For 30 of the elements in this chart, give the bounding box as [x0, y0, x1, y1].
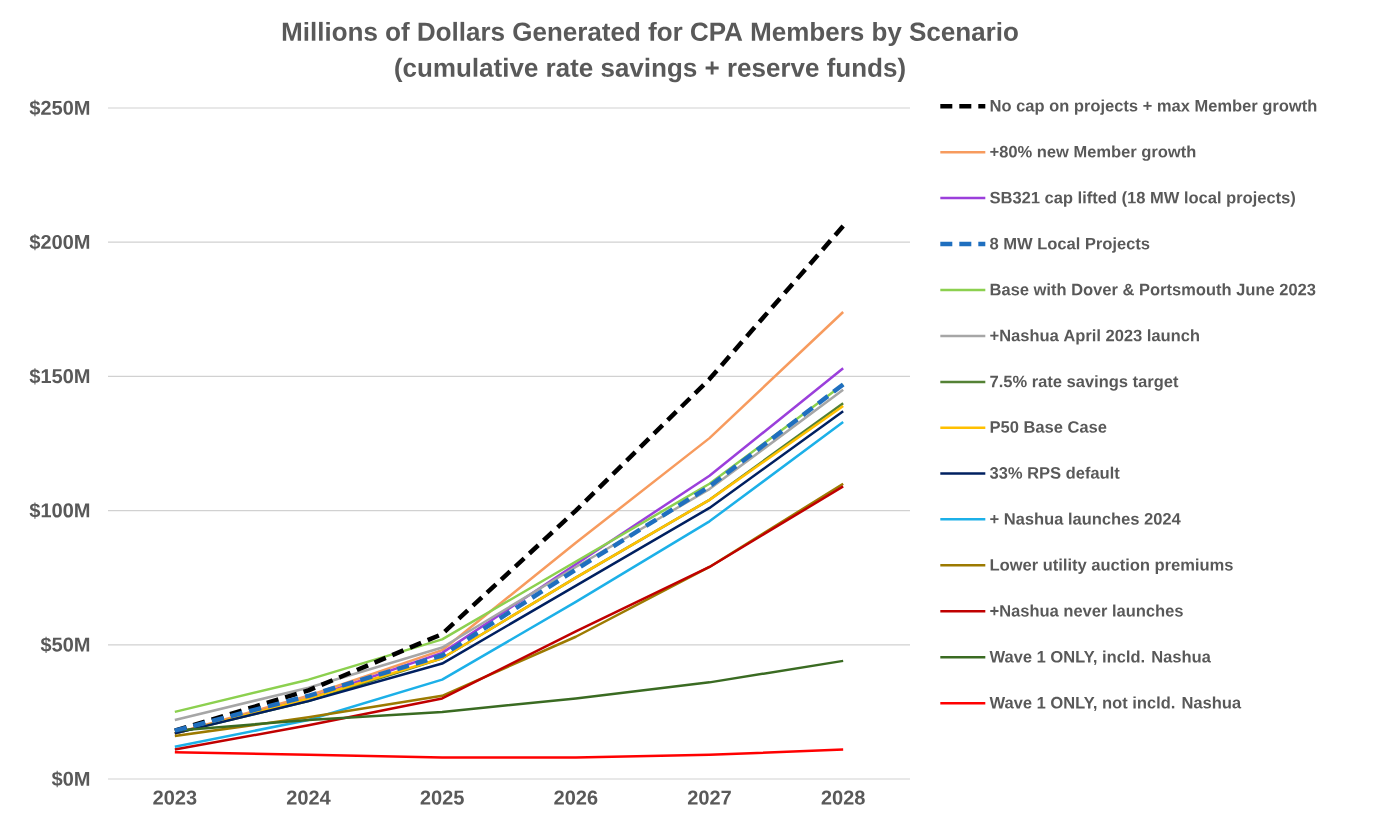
- legend-label: Wave 1 ONLY, not incld. Nashua: [989, 696, 1242, 711]
- legend-label: 33% RPS default: [989, 466, 1120, 479]
- legend-label: 8 MW Local Projects: [990, 237, 1150, 253]
- chart-title: Millions of Dollars Generated for CPA Members by Scenario: [282, 21, 1018, 47]
- legend-label: +Nashua never launches: [990, 604, 1183, 617]
- legend-label: +80% new Member growth: [990, 145, 1196, 161]
- y-tick-label: $250M: [29, 99, 90, 117]
- chart-subtitle: (cumulative rate savings + reserve funds): [395, 57, 905, 83]
- legend-label: + Nashua launches 2024: [990, 512, 1181, 525]
- line-series: [172, 223, 846, 733]
- x-tick-label: 2028: [821, 790, 865, 805]
- legend-label: No cap on projects + max Member growth: [990, 99, 1317, 115]
- line-series: [173, 748, 845, 759]
- x-tick-label: 2023: [153, 790, 197, 805]
- legend-label: SB321 cap lifted (18 MW local projects): [990, 191, 1295, 207]
- legend-label: Lower utility auction premiums: [990, 558, 1233, 574]
- x-tick-label: 2026: [554, 790, 598, 805]
- legend-label: P50 Base Case: [990, 421, 1107, 433]
- legend-label: 7.5% rate savings target: [990, 375, 1179, 391]
- x-tick-label: 2027: [687, 790, 731, 805]
- legend-label: Wave 1 ONLY, incld. Nashua: [989, 650, 1211, 665]
- y-tick-label: $0M: [51, 770, 90, 788]
- y-tick-label: $150M: [29, 368, 90, 385]
- x-tick-label: 2024: [286, 790, 331, 805]
- y-tick-label: $100M: [29, 502, 90, 519]
- x-tick-label: 2025: [420, 790, 464, 805]
- legend-label: Base with Dover & Portsmouth June 2023: [990, 283, 1316, 296]
- legend-label: +Nashua April 2023 launch: [990, 329, 1199, 345]
- y-tick-label: $50M: [40, 636, 90, 653]
- y-tick-label: $200M: [29, 234, 90, 251]
